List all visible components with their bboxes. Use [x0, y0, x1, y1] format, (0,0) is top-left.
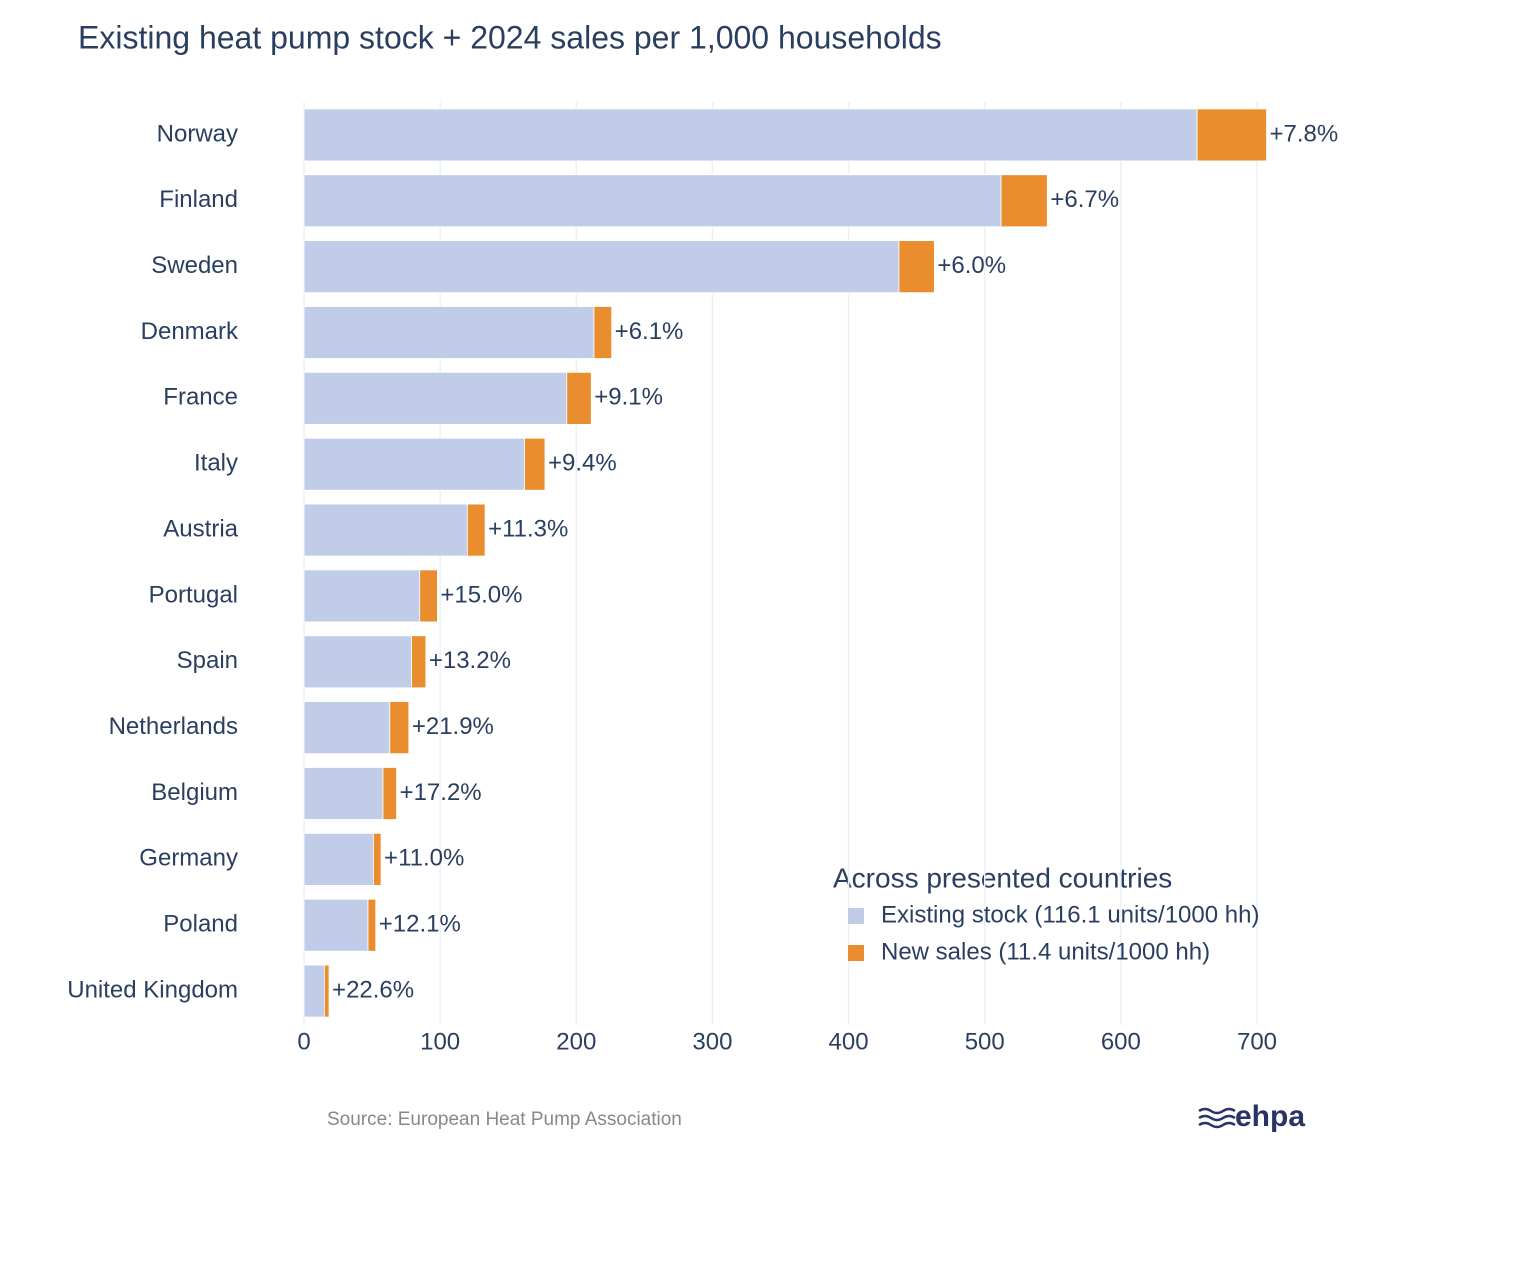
bar-segment	[303, 437, 525, 491]
bar-segment	[303, 174, 1002, 228]
x-tick-label: 200	[556, 1028, 596, 1055]
bar-segment	[303, 240, 900, 294]
legend-label: Existing stock (116.1 units/1000 hh)	[881, 901, 1259, 928]
bar-segment	[382, 767, 397, 820]
bar-segment	[303, 108, 1198, 162]
source-note: Source: European Heat Pump Association	[327, 1109, 682, 1130]
growth-label: +6.7%	[1050, 186, 1119, 213]
bar-segment	[324, 964, 330, 1018]
growth-label: +11.0%	[384, 845, 464, 872]
y-tick-label: Germany	[139, 845, 238, 872]
bar-segment	[303, 503, 468, 557]
x-tick-label: 100	[420, 1028, 460, 1055]
x-tick-label: 700	[1237, 1028, 1277, 1055]
legend-swatch	[848, 945, 864, 961]
legend-title: Across presented countries	[833, 862, 1172, 893]
growth-label: +12.1%	[379, 911, 461, 938]
logo-waves	[1198, 1107, 1236, 1129]
x-tick-label: 0	[297, 1028, 310, 1055]
bar-segment	[303, 306, 595, 359]
bar-segment	[303, 767, 384, 820]
y-tick-label: Italy	[194, 450, 238, 477]
bar-segment	[898, 240, 935, 294]
y-tick-label: United Kingdom	[67, 976, 238, 1003]
bar-segment	[1196, 108, 1267, 162]
y-tick-label: France	[163, 384, 238, 411]
growth-label: +17.2%	[400, 779, 482, 806]
bar-segment	[303, 832, 374, 886]
bar-segment	[303, 898, 369, 952]
bar-segment	[411, 635, 427, 689]
growth-label: +6.1%	[615, 318, 684, 345]
bar-segment	[566, 371, 592, 425]
growth-label: +6.0%	[937, 252, 1006, 279]
y-tick-label: Spain	[177, 647, 238, 674]
y-tick-label: Sweden	[151, 252, 238, 279]
logo-wave	[1198, 1114, 1236, 1122]
y-tick-label: Finland	[159, 186, 238, 213]
x-tick-label: 300	[692, 1028, 732, 1055]
x-tick-label: 400	[829, 1028, 869, 1055]
y-tick-label: Netherlands	[109, 713, 238, 740]
bar-segment	[419, 569, 438, 623]
y-tick-label: Denmark	[141, 318, 239, 345]
y-tick-label: Norway	[157, 120, 238, 147]
y-tick-label: Belgium	[151, 779, 238, 806]
y-tick-label: Poland	[163, 911, 238, 938]
bar-segment	[303, 701, 391, 755]
bar-segment	[303, 964, 325, 1018]
bar-segment	[373, 832, 382, 886]
y-tick-label: Portugal	[149, 581, 238, 608]
legend-label: New sales (11.4 units/1000 hh)	[881, 938, 1210, 965]
legend-swatch	[848, 908, 864, 924]
y-tick-label: Austria	[163, 515, 238, 542]
bar-segment	[303, 371, 568, 425]
bar-segment	[524, 437, 546, 491]
bar-segment	[303, 635, 412, 689]
chart-title: Existing heat pump stock + 2024 sales pe…	[78, 19, 942, 55]
growth-label: +9.4%	[548, 450, 617, 477]
growth-label: +7.8%	[1270, 120, 1339, 147]
x-tick-label: 500	[965, 1028, 1005, 1055]
growth-label: +21.9%	[412, 713, 494, 740]
logo-wave	[1198, 1121, 1236, 1129]
growth-label: +15.0%	[440, 581, 522, 608]
bar-segment	[1000, 174, 1048, 228]
bar-segment	[466, 503, 486, 557]
logo: ehpa	[1235, 1100, 1305, 1133]
growth-label: +11.3%	[488, 515, 568, 542]
x-tick-label: 600	[1101, 1028, 1141, 1055]
bar-segment	[389, 701, 410, 755]
growth-label: +13.2%	[429, 647, 511, 674]
logo-wave	[1198, 1107, 1236, 1115]
growth-label: +22.6%	[332, 976, 414, 1003]
bar-segment	[367, 898, 377, 952]
growth-label: +9.1%	[594, 384, 663, 411]
bar-segment	[593, 306, 613, 359]
bar-segment	[303, 569, 421, 623]
